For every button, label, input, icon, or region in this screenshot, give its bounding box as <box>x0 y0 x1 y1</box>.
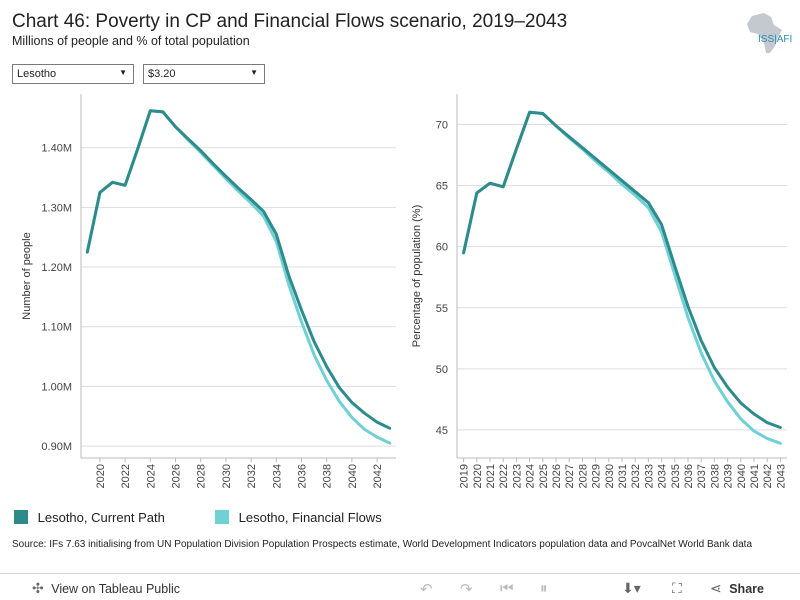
x-tick-label: 2043 <box>775 464 787 488</box>
x-tick-label: 2037 <box>696 464 708 488</box>
x-tick-label: 2027 <box>564 464 576 488</box>
threshold-select-value: $3.20 <box>148 68 176 80</box>
logo-text: ISS|AFI <box>758 34 792 45</box>
tableau-icon: ✣ <box>32 580 44 596</box>
x-tick-label: 2026 <box>551 464 563 488</box>
x-tick-label: 2032 <box>630 464 642 488</box>
redo-icon[interactable]: ↷ <box>460 581 473 598</box>
series-line-current-path <box>462 110 782 429</box>
x-tick-label: 2036 <box>683 464 695 488</box>
download-icon[interactable]: ⬇▾ <box>622 580 641 596</box>
x-tick-label: 2032 <box>246 464 258 488</box>
y-tick-label: 45 <box>436 425 448 437</box>
y-tick-label: 1.00M <box>41 381 72 393</box>
x-tick-label: 2036 <box>297 464 309 488</box>
x-tick-label: 2021 <box>485 464 497 488</box>
threshold-select[interactable]: $3.20 ▼ <box>143 64 265 84</box>
x-tick-label: 2020 <box>95 464 107 488</box>
view-on-tableau-label: View on Tableau Public <box>51 582 181 596</box>
country-select-value: Lesotho <box>17 68 57 80</box>
x-tick-label: 2034 <box>657 464 669 488</box>
x-tick-label: 2023 <box>511 464 523 488</box>
iss-logo: ISS|AFI <box>747 13 792 53</box>
legend-item-current-path[interactable]: Lesotho, Current Path <box>14 510 165 525</box>
y-tick-label: 70 <box>436 120 448 132</box>
x-tick-label: 2028 <box>577 464 589 488</box>
y-tick-label: 1.10M <box>41 322 72 334</box>
x-tick-label: 2040 <box>347 464 359 488</box>
legend-swatch-current-path <box>14 510 28 524</box>
country-select[interactable]: Lesotho ▼ <box>12 64 134 84</box>
x-tick-label: 2026 <box>171 464 183 488</box>
x-tick-label: 2022 <box>120 464 132 488</box>
x-tick-label: 2042 <box>762 464 774 488</box>
revert-icon[interactable]: ⏮ <box>500 580 514 597</box>
pause-icon[interactable]: ⏸ <box>540 580 548 597</box>
chart-subtitle: Millions of people and % of total popula… <box>12 34 250 48</box>
legend-swatch-financial-flows <box>215 510 229 524</box>
y-tick-label: 65 <box>436 181 448 193</box>
x-tick-label: 2028 <box>196 464 208 488</box>
x-tick-label: 2040 <box>736 464 748 488</box>
y-axis-title: Number of people <box>21 232 33 319</box>
view-on-tableau-link[interactable]: ✣ View on Tableau Public <box>32 580 180 597</box>
chart-title: Chart 46: Poverty in CP and Financial Fl… <box>12 11 568 32</box>
y-tick-label: 50 <box>436 364 448 376</box>
x-tick-label: 2030 <box>221 464 233 488</box>
undo-icon[interactable]: ↶ <box>420 581 433 598</box>
x-tick-label: 2030 <box>604 464 616 488</box>
dropdown-arrow-icon: ▼ <box>250 68 258 77</box>
y-tick-label: 1.30M <box>41 202 72 214</box>
x-tick-label: 2038 <box>709 464 721 488</box>
legend-item-financial-flows[interactable]: Lesotho, Financial Flows <box>215 510 382 525</box>
y-tick-label: 1.20M <box>41 262 72 274</box>
y-tick-label: 1.40M <box>41 143 72 155</box>
legend-label-financial-flows: Lesotho, Financial Flows <box>238 510 382 525</box>
x-tick-label: 2033 <box>643 464 655 488</box>
x-tick-label: 2034 <box>271 464 283 488</box>
x-tick-label: 2024 <box>145 464 157 488</box>
x-tick-label: 2042 <box>372 464 384 488</box>
y-axis-title: Percentage of population (%) <box>411 205 423 347</box>
x-tick-label: 2038 <box>322 464 334 488</box>
series-line-current-path <box>85 109 392 430</box>
source-note: Source: IFs 7.63 initialising from UN Po… <box>12 539 753 550</box>
y-tick-label: 55 <box>436 303 448 315</box>
y-tick-label: 60 <box>436 242 448 254</box>
x-tick-label: 2029 <box>591 464 603 488</box>
x-tick-label: 2035 <box>670 464 682 488</box>
x-tick-label: 2039 <box>723 464 735 488</box>
y-tick-label: 0.90M <box>41 441 72 453</box>
x-tick-label: 2025 <box>538 464 550 488</box>
dropdown-arrow-icon: ▼ <box>119 68 127 77</box>
x-tick-label: 2022 <box>498 464 510 488</box>
share-icon: ⋖ <box>710 580 722 596</box>
africa-map-icon <box>747 13 782 53</box>
x-tick-label: 2031 <box>617 464 629 488</box>
x-tick-label: 2019 <box>459 464 471 488</box>
x-tick-label: 2024 <box>525 464 537 488</box>
fullscreen-icon[interactable]: ⛶ <box>672 580 682 596</box>
share-button[interactable]: ⋖ Share <box>710 580 764 597</box>
tableau-toolbar: ✣ View on Tableau Public ↶ ↷ ⏮ ⏸ ⬇▾ ⛶ ⋖ … <box>0 573 800 600</box>
x-tick-label: 2041 <box>749 464 761 488</box>
x-tick-label: 2020 <box>472 464 484 488</box>
legend-label-current-path: Lesotho, Current Path <box>37 510 165 525</box>
share-label: Share <box>729 582 764 596</box>
